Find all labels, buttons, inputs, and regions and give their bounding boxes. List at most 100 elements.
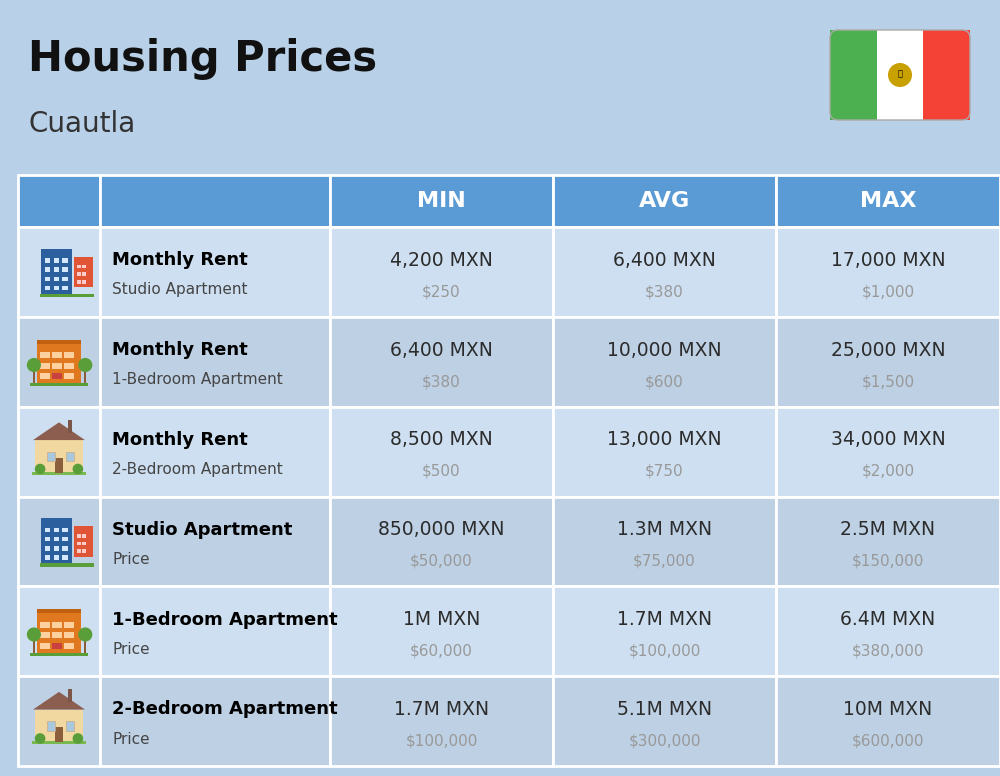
FancyBboxPatch shape <box>18 317 100 407</box>
FancyBboxPatch shape <box>68 690 72 702</box>
FancyBboxPatch shape <box>45 258 50 263</box>
FancyBboxPatch shape <box>64 643 74 649</box>
Text: $380: $380 <box>422 374 461 389</box>
FancyBboxPatch shape <box>18 497 100 587</box>
Circle shape <box>27 628 41 642</box>
FancyBboxPatch shape <box>35 709 83 742</box>
FancyBboxPatch shape <box>40 632 50 639</box>
FancyBboxPatch shape <box>82 549 86 553</box>
Text: 4,200 MXN: 4,200 MXN <box>390 251 493 270</box>
FancyBboxPatch shape <box>33 369 35 384</box>
FancyBboxPatch shape <box>84 369 86 384</box>
Text: Price: Price <box>112 732 150 747</box>
Text: Monthly Rent: Monthly Rent <box>112 251 248 269</box>
Text: Housing Prices: Housing Prices <box>28 38 377 80</box>
FancyBboxPatch shape <box>54 286 59 290</box>
FancyBboxPatch shape <box>37 340 81 384</box>
Text: $600,000: $600,000 <box>852 733 924 748</box>
Text: Studio Apartment: Studio Apartment <box>112 521 292 539</box>
Text: 2-Bedroom Apartment: 2-Bedroom Apartment <box>112 701 338 719</box>
FancyBboxPatch shape <box>45 286 50 290</box>
FancyBboxPatch shape <box>40 563 94 566</box>
FancyBboxPatch shape <box>54 267 59 272</box>
FancyBboxPatch shape <box>55 727 63 742</box>
Text: 6,400 MXN: 6,400 MXN <box>613 251 716 270</box>
Text: 1-Bedroom Apartment: 1-Bedroom Apartment <box>112 372 283 387</box>
FancyBboxPatch shape <box>18 676 100 766</box>
Text: $100,000: $100,000 <box>405 733 478 748</box>
FancyBboxPatch shape <box>77 272 81 276</box>
Text: $1,000: $1,000 <box>861 284 915 300</box>
FancyBboxPatch shape <box>45 528 50 532</box>
Text: $2,000: $2,000 <box>861 464 915 479</box>
Text: Monthly Rent: Monthly Rent <box>112 341 248 359</box>
Text: $150,000: $150,000 <box>852 554 924 569</box>
FancyBboxPatch shape <box>330 676 553 766</box>
FancyBboxPatch shape <box>32 472 86 475</box>
Text: Studio Apartment: Studio Apartment <box>112 282 248 297</box>
Text: $60,000: $60,000 <box>410 643 473 659</box>
Text: $50,000: $50,000 <box>410 554 473 569</box>
FancyBboxPatch shape <box>45 267 50 272</box>
FancyBboxPatch shape <box>100 587 330 676</box>
Text: Price: Price <box>112 552 150 567</box>
Text: 1.7M MXN: 1.7M MXN <box>394 700 489 719</box>
Circle shape <box>78 358 92 372</box>
FancyBboxPatch shape <box>64 352 74 359</box>
FancyBboxPatch shape <box>64 362 74 369</box>
FancyBboxPatch shape <box>776 497 1000 587</box>
Text: 10M MXN: 10M MXN <box>843 700 933 719</box>
FancyBboxPatch shape <box>54 258 59 263</box>
FancyBboxPatch shape <box>776 317 1000 407</box>
FancyBboxPatch shape <box>100 497 330 587</box>
FancyBboxPatch shape <box>52 643 62 649</box>
FancyBboxPatch shape <box>18 227 100 317</box>
FancyBboxPatch shape <box>82 534 86 538</box>
FancyBboxPatch shape <box>62 267 68 272</box>
FancyBboxPatch shape <box>62 546 68 551</box>
FancyBboxPatch shape <box>52 362 62 369</box>
FancyBboxPatch shape <box>45 546 50 551</box>
FancyBboxPatch shape <box>100 317 330 407</box>
FancyBboxPatch shape <box>74 526 93 556</box>
FancyBboxPatch shape <box>77 549 81 553</box>
Text: Price: Price <box>112 642 150 656</box>
FancyBboxPatch shape <box>776 227 1000 317</box>
FancyBboxPatch shape <box>330 175 553 227</box>
Text: $380,000: $380,000 <box>852 643 924 659</box>
Text: $100,000: $100,000 <box>628 643 701 659</box>
Polygon shape <box>33 692 85 709</box>
FancyBboxPatch shape <box>45 276 50 281</box>
FancyBboxPatch shape <box>553 407 776 497</box>
Text: 2.5M MXN: 2.5M MXN <box>840 520 936 539</box>
FancyBboxPatch shape <box>37 340 81 344</box>
FancyBboxPatch shape <box>62 286 68 290</box>
FancyBboxPatch shape <box>47 452 55 461</box>
FancyBboxPatch shape <box>66 721 74 731</box>
FancyBboxPatch shape <box>55 458 63 473</box>
FancyBboxPatch shape <box>330 227 553 317</box>
Text: 5.1M MXN: 5.1M MXN <box>617 700 712 719</box>
FancyBboxPatch shape <box>33 639 35 653</box>
Text: $600: $600 <box>645 374 684 389</box>
FancyBboxPatch shape <box>330 497 553 587</box>
FancyBboxPatch shape <box>54 537 59 542</box>
Text: $300,000: $300,000 <box>628 733 701 748</box>
FancyBboxPatch shape <box>776 407 1000 497</box>
FancyBboxPatch shape <box>47 721 55 731</box>
FancyBboxPatch shape <box>553 317 776 407</box>
FancyBboxPatch shape <box>45 556 50 559</box>
FancyBboxPatch shape <box>553 587 776 676</box>
Text: 6,400 MXN: 6,400 MXN <box>390 341 493 359</box>
FancyBboxPatch shape <box>68 420 72 433</box>
Circle shape <box>78 628 92 642</box>
Circle shape <box>73 464 83 474</box>
Text: 2-Bedroom Apartment: 2-Bedroom Apartment <box>112 462 283 477</box>
FancyBboxPatch shape <box>77 265 81 268</box>
FancyBboxPatch shape <box>40 362 50 369</box>
FancyBboxPatch shape <box>30 653 88 656</box>
FancyBboxPatch shape <box>62 537 68 542</box>
Text: $750: $750 <box>645 464 684 479</box>
Text: 1M MXN: 1M MXN <box>403 610 480 629</box>
FancyBboxPatch shape <box>52 622 62 628</box>
